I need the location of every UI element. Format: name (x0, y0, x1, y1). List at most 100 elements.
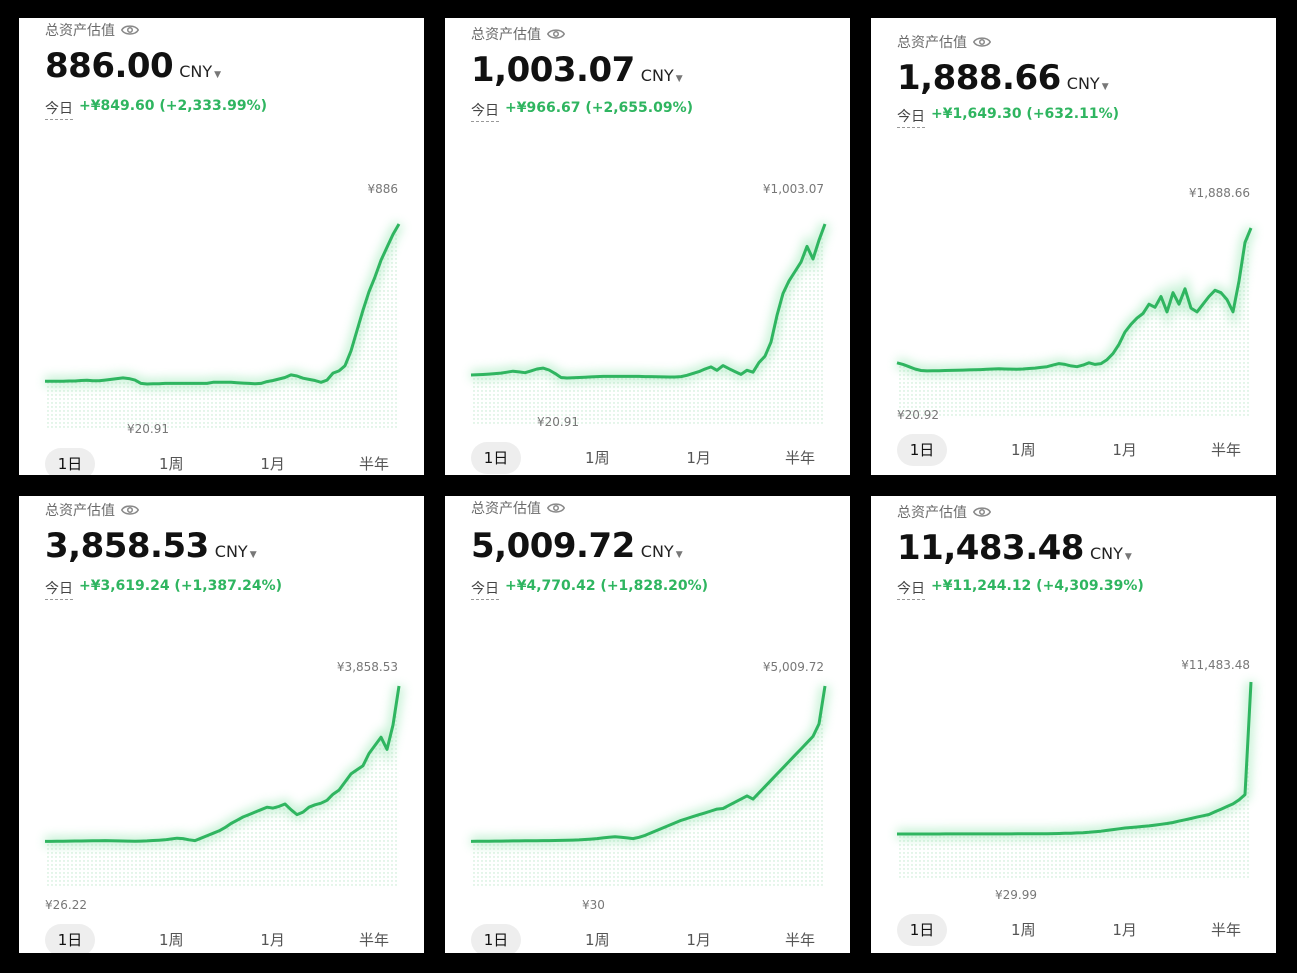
caret-down-icon: ▼ (675, 74, 683, 84)
today-change-row: 今日 +¥849.60 (+2,333.99%) (45, 98, 267, 120)
price-area-chart (45, 685, 404, 888)
price-area-chart (470, 222, 830, 424)
tab-range-2[interactable]: 1周 (585, 931, 610, 949)
tab-range-3[interactable]: 1月 (686, 449, 711, 467)
total-assets-label-row: 总资产估值 (45, 500, 139, 520)
currency-selector[interactable]: CNY ▼ (215, 542, 257, 561)
currency-label: CNY (1066, 74, 1100, 93)
currency-selector[interactable]: CNY ▼ (1090, 544, 1132, 563)
chart-line-glow (897, 681, 1256, 839)
chart-price-line (45, 223, 401, 386)
tab-range-3[interactable]: 1月 (686, 931, 711, 949)
total-value-row: 886.00 CNY ▼ (45, 46, 221, 86)
today-change-row: 今日 +¥966.67 (+2,655.09%) (471, 100, 693, 122)
caret-down-icon: ▼ (1124, 552, 1132, 562)
chart-price-line (470, 685, 827, 843)
currency-selector[interactable]: CNY ▼ (1067, 74, 1109, 93)
total-value: 1,003.07 (471, 50, 635, 90)
chart-area-fill (897, 682, 1251, 880)
currency-label: CNY (214, 542, 248, 561)
tab-range-2[interactable]: 1周 (585, 449, 610, 467)
asset-panel-3: 总资产估值 1,888.66 CNY ▼ 今日 +¥1,649.30 (+632.… (871, 18, 1276, 475)
currency-selector[interactable]: CNY ▼ (641, 66, 683, 85)
range-tabs: 1日 1周 1月 半年 (897, 914, 1251, 946)
total-value-row: 1,888.66 CNY ▼ (897, 58, 1109, 98)
tab-range-1[interactable]: 1日 (897, 434, 947, 466)
today-change-row: 今日 +¥3,619.24 (+1,387.24%) (45, 578, 282, 600)
tab-range-4[interactable]: 半年 (358, 455, 389, 473)
tab-range-3[interactable]: 1月 (260, 455, 285, 473)
price-area-chart (895, 226, 1256, 418)
tab-range-3[interactable]: 1月 (1112, 441, 1137, 459)
tab-range-4[interactable]: 半年 (784, 931, 815, 949)
eye-icon[interactable] (121, 504, 139, 516)
tab-range-1[interactable]: 1日 (45, 448, 95, 475)
low-price-label: ¥30 (582, 898, 605, 912)
tab-range-4[interactable]: 半年 (1210, 441, 1241, 459)
total-assets-label: 总资产估值 (471, 501, 541, 517)
total-assets-label-row: 总资产估值 (471, 24, 565, 44)
total-value-row: 1,003.07 CNY ▼ (471, 50, 683, 90)
chart-area-fill (45, 686, 399, 888)
today-change: +¥849.60 (+2,333.99%) (79, 98, 268, 114)
total-value: 5,009.72 (471, 526, 635, 566)
eye-icon[interactable] (973, 506, 991, 518)
chart-area-fill (45, 224, 399, 430)
today-change-row: 今日 +¥11,244.12 (+4,309.39%) (897, 578, 1144, 600)
today-label[interactable]: 今日 (45, 98, 73, 120)
currency-label: CNY (640, 542, 674, 561)
price-area-chart (470, 685, 830, 888)
total-assets-label-row: 总资产估值 (897, 32, 991, 52)
total-value: 886.00 (45, 46, 174, 86)
total-assets-label: 总资产估值 (45, 23, 115, 39)
tab-range-2[interactable]: 1周 (159, 931, 184, 949)
today-change: +¥4,770.42 (+1,828.20%) (505, 578, 709, 594)
eye-icon[interactable] (547, 28, 565, 40)
total-assets-label: 总资产估值 (897, 505, 967, 521)
total-assets-label: 总资产估值 (897, 35, 967, 51)
eye-icon[interactable] (973, 36, 991, 48)
total-value-row: 3,858.53 CNY ▼ (45, 526, 257, 566)
low-price-label: ¥20.91 (537, 415, 579, 429)
caret-down-icon: ▼ (675, 550, 683, 560)
tab-range-1[interactable]: 1日 (471, 442, 521, 474)
peak-price-label: ¥11,483.48 (1181, 658, 1250, 672)
tab-range-4[interactable]: 半年 (784, 449, 815, 467)
today-label[interactable]: 今日 (471, 578, 499, 600)
low-price-label: ¥20.91 (127, 422, 169, 436)
currency-selector[interactable]: CNY ▼ (179, 62, 221, 81)
chart-area-fill (897, 228, 1251, 418)
currency-label: CNY (1089, 544, 1123, 563)
today-label[interactable]: 今日 (897, 578, 925, 600)
total-assets-label-row: 总资产估值 (897, 502, 991, 522)
low-price-label: ¥20.92 (897, 408, 939, 422)
tab-range-1[interactable]: 1日 (897, 914, 947, 946)
chart-price-line (45, 685, 401, 843)
currency-selector[interactable]: CNY ▼ (641, 542, 683, 561)
asset-panel-4: 总资产估值 3,858.53 CNY ▼ 今日 +¥3,619.24 (+1,38… (19, 496, 424, 953)
peak-price-label: ¥5,009.72 (762, 660, 824, 674)
eye-icon[interactable] (547, 502, 565, 514)
tab-range-2[interactable]: 1周 (1011, 441, 1036, 459)
tab-range-2[interactable]: 1周 (159, 455, 184, 473)
eye-icon[interactable] (121, 24, 139, 36)
tab-range-1[interactable]: 1日 (45, 924, 95, 953)
asset-panel-6: 总资产估值 11,483.48 CNY ▼ 今日 +¥11,244.12 (+4,… (871, 496, 1276, 953)
tab-range-1[interactable]: 1日 (471, 924, 521, 953)
tab-range-4[interactable]: 半年 (358, 931, 389, 949)
chart-price-line (897, 681, 1253, 836)
tab-range-3[interactable]: 1月 (1112, 921, 1137, 939)
chart-price-line (896, 227, 1253, 373)
tab-range-3[interactable]: 1月 (260, 931, 285, 949)
today-label[interactable]: 今日 (897, 106, 925, 128)
tab-range-4[interactable]: 半年 (1210, 921, 1241, 939)
today-change: +¥1,649.30 (+632.11%) (931, 106, 1120, 122)
chart-area-fill (471, 686, 825, 888)
total-assets-label: 总资产估值 (45, 503, 115, 519)
today-change-row: 今日 +¥4,770.42 (+1,828.20%) (471, 578, 708, 600)
today-label[interactable]: 今日 (471, 100, 499, 122)
low-price-label: ¥26.22 (45, 898, 87, 912)
low-price-label: ¥29.99 (995, 888, 1037, 902)
today-label[interactable]: 今日 (45, 578, 73, 600)
tab-range-2[interactable]: 1周 (1011, 921, 1036, 939)
